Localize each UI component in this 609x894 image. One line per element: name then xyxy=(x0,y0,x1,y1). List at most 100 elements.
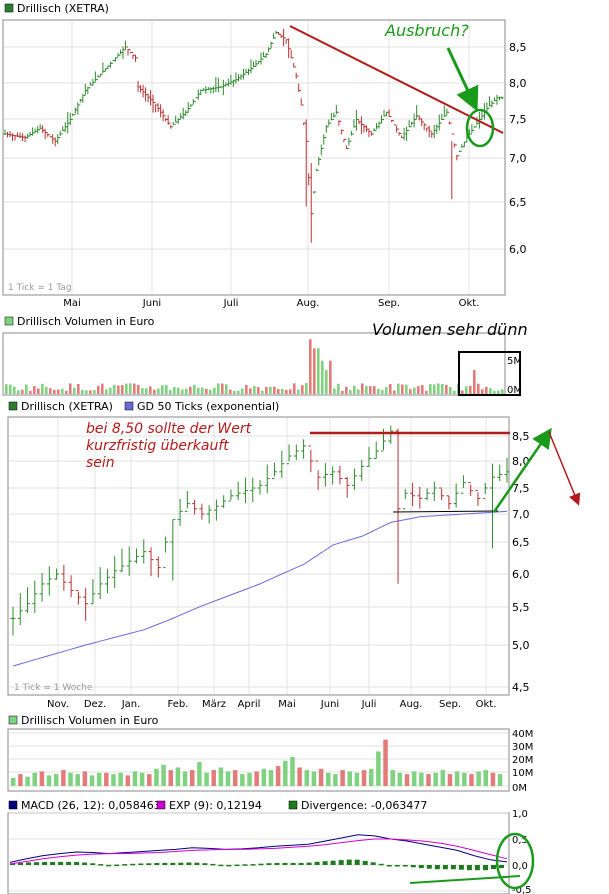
daily-volume-bar xyxy=(481,389,484,394)
daily-price-x-axis: Mai Juni Juli Aug. Sep. Okt. xyxy=(63,298,479,309)
y-tick-label: 8,5 xyxy=(509,41,527,54)
daily-volume-bar xyxy=(201,387,204,394)
divergence-bar xyxy=(330,860,336,865)
weekly-volume-bar xyxy=(390,770,395,786)
daily-volume-bar xyxy=(293,383,296,394)
daily-volume-bar xyxy=(353,385,356,394)
daily-volume-bar xyxy=(225,384,228,394)
daily-volume-bar xyxy=(137,384,140,394)
weekly-volume-bar xyxy=(39,771,45,786)
weekly-volume-bar xyxy=(25,776,30,786)
daily-volume-bar xyxy=(453,390,456,394)
weekly-volume-bar xyxy=(240,774,245,786)
divergence-bar xyxy=(154,863,160,865)
weekly-volume-bar xyxy=(154,768,159,786)
daily-volume-bar xyxy=(321,360,324,394)
weekly-volume-bar xyxy=(75,774,80,786)
y-tick-label: 1,0 xyxy=(512,809,528,820)
divergence-bar xyxy=(314,861,320,865)
legend-swatch-drillisch xyxy=(8,401,18,411)
daily-volume-bar xyxy=(69,383,72,394)
daily-volume-panel: Drillisch Volumen in Euro Volumen sehr d… xyxy=(2,315,528,396)
daily-volume-bar xyxy=(297,389,300,394)
y-tick-label: 7,0 xyxy=(512,508,530,521)
daily-volume-bar xyxy=(393,390,396,394)
weekly-volume-bar xyxy=(368,768,374,786)
y-tick-label: 0,5 xyxy=(512,835,528,846)
weekly-volume-bar xyxy=(483,770,489,786)
daily-volume-bar xyxy=(45,386,48,394)
divergence-bar xyxy=(338,860,344,865)
daily-price-grid xyxy=(4,21,504,294)
weekly-volume-bar xyxy=(225,771,231,786)
daily-volume-bar xyxy=(381,390,384,394)
daily-volume-bar xyxy=(57,389,60,394)
daily-volume-bar xyxy=(461,390,464,394)
y-tick-label: 4,5 xyxy=(512,681,530,694)
daily-volume-bar xyxy=(305,383,308,394)
daily-volume-bar xyxy=(221,383,224,394)
weekly-volume-bar xyxy=(397,772,403,787)
weekly-volume-bar xyxy=(318,768,324,786)
divergence-bar xyxy=(378,863,384,866)
weekly-volume-bar xyxy=(218,767,224,787)
weekly-volume-bar xyxy=(11,778,16,786)
annotation-line-1: bei 8,50 sollte der Wert xyxy=(86,421,252,437)
x-tick-label: April xyxy=(238,699,261,710)
daily-volume-bar xyxy=(361,383,364,394)
divergence-bar xyxy=(10,863,15,865)
divergence-bar xyxy=(306,862,312,865)
divergence-bar xyxy=(418,865,424,869)
weekly-volume-bar xyxy=(440,770,446,786)
daily-volume-bar xyxy=(333,388,336,394)
daily-volume-bar xyxy=(485,386,488,394)
daily-volume-bar xyxy=(313,348,316,394)
weekly-volume-bars xyxy=(11,739,503,787)
divergence-bar xyxy=(250,864,256,866)
daily-volume-bar xyxy=(125,383,128,394)
daily-candles xyxy=(3,28,504,243)
weekly-volume-bar xyxy=(211,770,216,786)
weekly-volume-bar xyxy=(32,772,37,787)
legend-swatch-gd50 xyxy=(124,401,134,411)
daily-volume-bar xyxy=(301,385,304,394)
daily-volume-bar xyxy=(193,384,196,394)
daily-volume-bar xyxy=(161,385,164,394)
daily-volume-bar xyxy=(433,384,436,394)
divergence-bar xyxy=(346,859,352,865)
volume-highlight-box xyxy=(458,351,521,396)
daily-volume-bar xyxy=(281,388,284,394)
x-tick-label: Sep. xyxy=(439,699,461,710)
daily-volume-bar xyxy=(177,387,180,394)
daily-volume-bar xyxy=(153,389,156,394)
divergence-bar xyxy=(74,861,80,865)
x-tick-label: Nov. xyxy=(47,699,69,710)
weekly-volume-bar xyxy=(204,772,209,787)
daily-volume-bar xyxy=(449,386,452,394)
daily-volume-bar xyxy=(445,384,448,394)
divergence-bar xyxy=(450,865,456,870)
daily-volume-bar xyxy=(113,384,116,394)
divergence-bar xyxy=(98,864,104,866)
divergence-bar xyxy=(458,865,464,870)
divergence-bar xyxy=(474,865,480,871)
daily-volume-bar xyxy=(285,389,288,394)
daily-volume-bar xyxy=(49,388,52,394)
weekly-volume-bar xyxy=(96,772,102,787)
y-tick-label: 6,5 xyxy=(512,536,530,549)
daily-volume-bar xyxy=(233,390,236,394)
daily-volume-bar xyxy=(241,388,244,394)
y-tick-label: 7,5 xyxy=(512,482,530,495)
daily-volume-bar xyxy=(473,370,476,394)
x-tick-label: Juli xyxy=(361,699,377,710)
daily-volume-bar xyxy=(469,385,472,394)
daily-volume-frame xyxy=(2,332,506,396)
daily-volume-bar xyxy=(373,386,376,394)
divergence-bar xyxy=(234,864,240,867)
y-tick-label: 8,5 xyxy=(512,430,530,443)
x-tick-label: Juni xyxy=(142,298,161,309)
annotation-line-3: sein xyxy=(86,455,115,471)
legend-swatch-macd xyxy=(8,800,18,810)
divergence-bar xyxy=(483,865,488,871)
